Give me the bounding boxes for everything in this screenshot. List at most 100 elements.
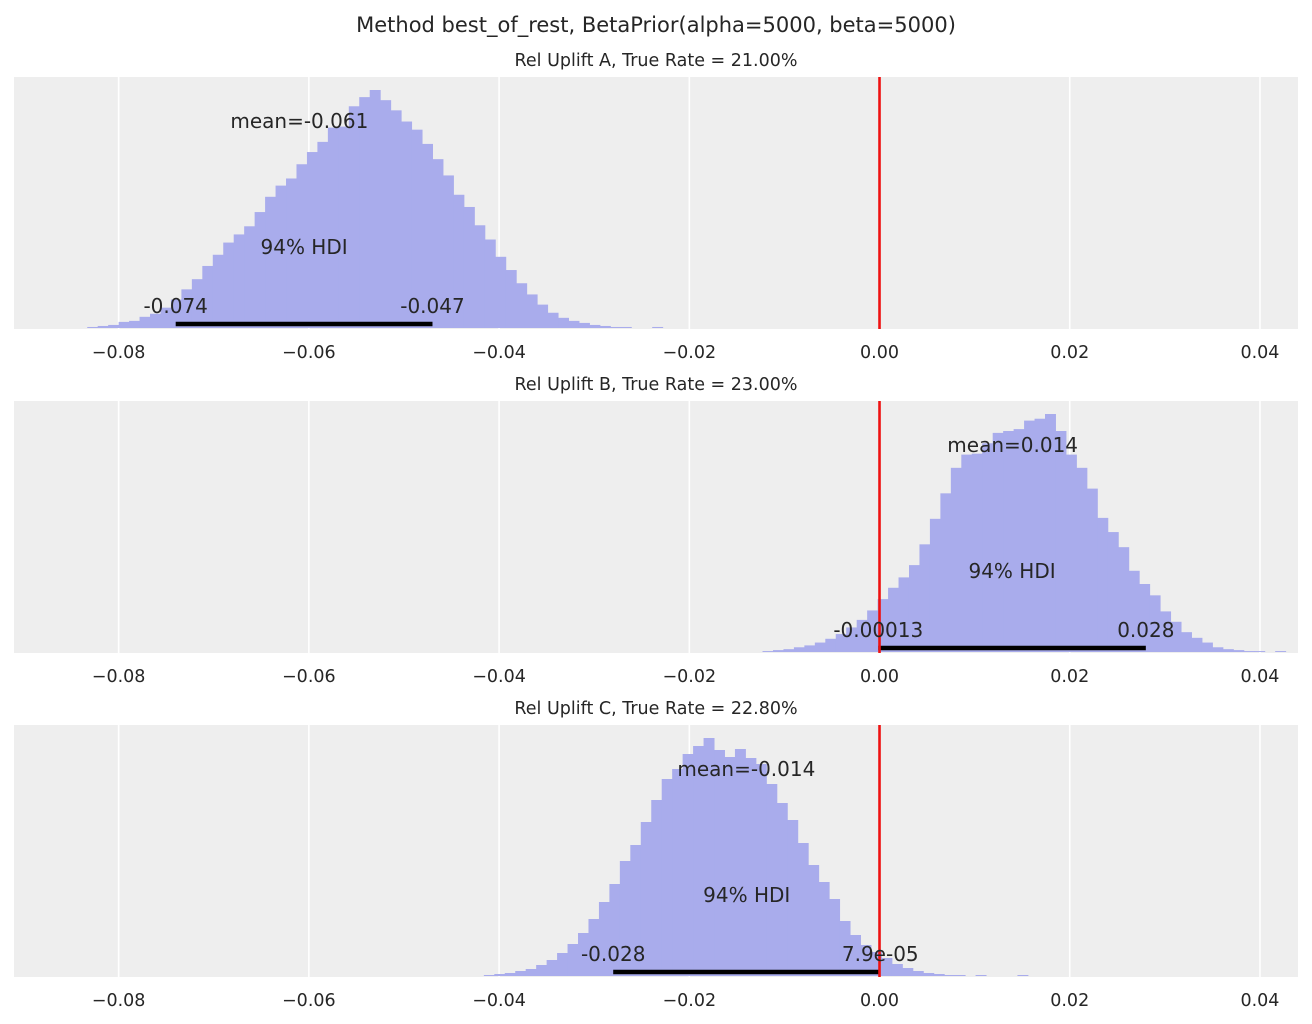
histogram-bar — [714, 750, 725, 976]
histogram-bar — [463, 206, 475, 328]
histogram-bar — [693, 746, 705, 976]
histogram-bar — [97, 325, 109, 328]
histogram-bar — [1160, 611, 1172, 652]
histogram-bar — [181, 289, 193, 328]
histogram-bar — [578, 933, 589, 976]
x-tick-label: −0.04 — [472, 991, 526, 1011]
subplot-1: Rel Uplift B, True Rate = 23.00% mean=0.0… — [14, 375, 1298, 687]
histogram-bar — [369, 90, 381, 328]
histogram-bar — [1128, 570, 1140, 652]
subplot-title: Rel Uplift B, True Rate = 23.00% — [515, 375, 798, 395]
histogram-bar — [825, 638, 837, 652]
histogram-bar — [599, 325, 611, 328]
histogram-bar — [525, 969, 537, 976]
histogram-bar — [212, 254, 224, 328]
x-tick-label: −0.08 — [92, 343, 146, 363]
histogram-bar — [442, 175, 454, 328]
hdi-label: 94% HDI — [261, 235, 348, 259]
histogram-bar — [401, 121, 413, 329]
histogram-bar — [1243, 651, 1255, 652]
histogram-bar — [1149, 595, 1161, 652]
histogram-bar — [1045, 414, 1056, 652]
histogram-bar — [495, 256, 507, 328]
histogram-bar — [118, 321, 130, 328]
histogram-bar — [672, 769, 684, 976]
histogram-bar — [390, 110, 402, 328]
histogram-bar — [1201, 642, 1213, 652]
histogram-bar — [1003, 431, 1015, 652]
histogram-bar — [971, 453, 983, 652]
histogram-bar — [850, 935, 861, 976]
histogram-bar — [286, 178, 297, 328]
histogram-bar — [233, 234, 245, 328]
histogram-bar — [317, 141, 329, 328]
histogram-bar — [432, 159, 444, 328]
histogram-bar — [829, 899, 841, 976]
histogram-bar — [877, 599, 889, 652]
histogram-bar — [306, 152, 318, 328]
histogram-bar — [787, 820, 799, 976]
histogram-bar — [1065, 454, 1077, 652]
histogram-bar — [797, 843, 809, 976]
histogram-bar — [992, 432, 1004, 652]
histogram-bar — [783, 649, 795, 652]
histogram-bar — [929, 518, 941, 652]
histogram-bar — [588, 919, 600, 976]
histogram-bar — [1107, 532, 1119, 652]
histogram-bar — [944, 975, 956, 976]
histogram-bar — [804, 645, 816, 652]
x-tick-label: −0.02 — [662, 991, 716, 1011]
histogram-bar — [558, 317, 569, 328]
histogram-bar — [919, 544, 931, 652]
histogram-bar — [1181, 632, 1192, 652]
x-tick-label: −0.08 — [92, 667, 146, 687]
subplot-0: Rel Uplift A, True Rate = 21.00% mean=-0.… — [14, 51, 1298, 363]
histogram-bar — [568, 320, 580, 328]
histogram-bar — [1086, 488, 1098, 652]
histogram-bar — [982, 443, 994, 652]
histogram-bar — [1055, 431, 1067, 652]
histogram-bar — [766, 784, 778, 976]
x-tick-label: −0.06 — [282, 667, 336, 687]
figure-title: Method best_of_rest, BetaPrior(alpha=500… — [356, 13, 956, 38]
x-tick-label: −0.06 — [282, 343, 336, 363]
histogram-bar — [380, 100, 392, 329]
histogram-bar — [505, 270, 517, 328]
histogram-bar — [474, 225, 486, 328]
histogram-bar — [793, 647, 805, 652]
histogram-bar — [1118, 547, 1130, 652]
histogram-bar — [745, 758, 757, 976]
histogram-bar — [867, 610, 879, 652]
histogram-bar — [139, 316, 151, 328]
histogram-bar — [1254, 651, 1266, 652]
histogram-bar — [933, 974, 945, 976]
histogram-bar — [923, 973, 935, 976]
x-tick-label: 0.00 — [860, 991, 899, 1011]
histogram-bar — [762, 651, 774, 652]
histogram-bar — [589, 324, 601, 328]
histogram-bar — [170, 299, 182, 328]
histogram-bar — [682, 754, 694, 976]
x-tick-label: −0.02 — [662, 343, 716, 363]
x-tick-label: −0.02 — [662, 667, 716, 687]
histogram-bar — [950, 467, 962, 652]
histogram-bar — [860, 945, 872, 976]
histogram-bar — [327, 127, 339, 328]
x-tick-label: 0.04 — [1240, 991, 1279, 1011]
histogram-bar — [494, 974, 506, 976]
histogram-bar — [902, 968, 914, 976]
histogram-bar — [891, 964, 903, 976]
histogram-bar — [1275, 651, 1287, 652]
histogram-bar — [839, 921, 851, 976]
histogram-bar — [567, 944, 579, 976]
x-tick-label: 0.04 — [1240, 343, 1279, 363]
hdi-lower-label: -0.00013 — [833, 618, 923, 642]
histogram-bar — [244, 226, 256, 328]
histogram-bar — [202, 265, 214, 328]
histogram-bar — [961, 454, 973, 652]
histogram-bar — [1222, 649, 1234, 652]
histogram-bar — [546, 960, 558, 976]
x-tick-label: 0.02 — [1050, 667, 1089, 687]
histogram-bar — [652, 326, 664, 328]
